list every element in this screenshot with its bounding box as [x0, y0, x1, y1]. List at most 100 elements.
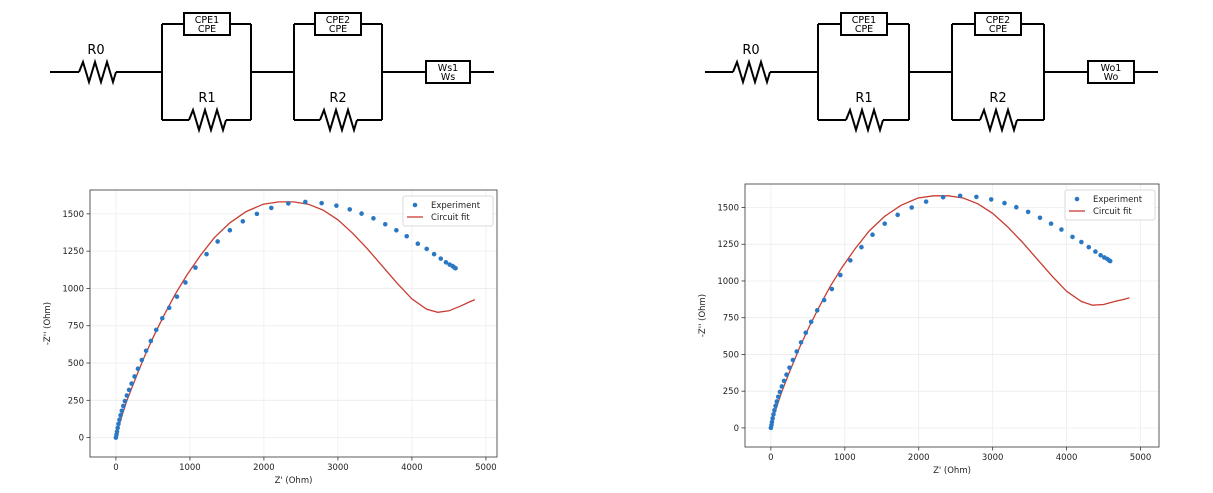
experiment-point — [240, 219, 246, 224]
experiment-point — [438, 256, 444, 261]
r2-label: R2 — [329, 91, 346, 106]
experiment-point — [870, 232, 875, 237]
experiment-point — [821, 297, 827, 303]
experiment-point — [909, 205, 915, 210]
experiment-point — [895, 212, 900, 218]
legend-fit-label: Circuit fit — [1093, 207, 1132, 217]
experiment-point — [794, 349, 800, 354]
experiment-point — [286, 201, 291, 206]
experiment-point — [404, 233, 410, 239]
experiment-point — [382, 222, 388, 227]
legend-experiment-marker — [1074, 196, 1080, 202]
experiment-point — [347, 207, 353, 212]
r0-label: R0 — [742, 43, 759, 58]
experiment-point — [453, 266, 458, 271]
experiment-point — [371, 216, 376, 221]
experiment-point — [122, 398, 128, 404]
x-tick-label: 3000 — [327, 463, 349, 473]
experiment-point — [1025, 209, 1031, 215]
experiment-point — [117, 417, 122, 423]
experiment-point — [114, 429, 120, 434]
cpe2-type: CPE — [329, 24, 347, 35]
experiment-point — [121, 403, 126, 409]
experiment-point — [227, 227, 233, 233]
circuit-fit-line — [770, 195, 1130, 429]
experiment-point — [859, 244, 864, 250]
experiment-point — [814, 308, 820, 313]
r0-resistor — [732, 58, 771, 86]
legend-experiment-label: Experiment — [1093, 195, 1143, 205]
experiment-point — [775, 394, 781, 400]
cpe2-type: CPE — [989, 24, 1007, 35]
chart-0: 0 1000 2000 3000 4000 5000 0 250 500 750 1000 1250 1… — [43, 189, 498, 486]
experiment-point — [1086, 244, 1092, 250]
y-tick-label: 250 — [723, 387, 739, 397]
y-tick-label: 1250 — [717, 240, 739, 250]
legend-experiment-marker — [412, 202, 418, 208]
r1-label: R1 — [198, 91, 215, 106]
x-tick-label: 4000 — [1056, 453, 1078, 463]
experiment-point — [808, 319, 814, 325]
experiment-point — [784, 372, 789, 378]
plot-frame — [744, 183, 1160, 448]
y-tick-label: 250 — [68, 396, 84, 406]
experiment-point — [1059, 227, 1064, 232]
y-tick-label: 0 — [79, 434, 84, 444]
x-tick-label: 2000 — [908, 453, 930, 463]
x-axis-label: Z' (Ohm) — [933, 466, 971, 476]
experiment-point — [443, 260, 449, 265]
experiment-point — [119, 408, 125, 414]
experiment-point — [772, 407, 777, 413]
r0-label: R0 — [87, 43, 104, 58]
experiment-point — [116, 421, 121, 427]
y-tick-label: 1250 — [62, 247, 84, 257]
y-tick-label: 750 — [723, 314, 739, 324]
y-tick-label: 1000 — [717, 277, 739, 287]
experiment-point — [838, 272, 843, 278]
r2-resistor — [319, 106, 358, 134]
experiment-point — [803, 330, 809, 335]
cpe2-name: CPE2 — [326, 15, 350, 26]
experiment-point — [118, 412, 123, 418]
cpe1-type: CPE — [855, 24, 873, 35]
experiment-point — [957, 193, 963, 199]
plot-area — [113, 199, 476, 440]
experiment-point — [1107, 258, 1113, 264]
experiment-point — [923, 199, 929, 204]
y-tick-label: 750 — [68, 322, 84, 332]
experiment-point — [1070, 234, 1075, 240]
experiment-point — [790, 357, 796, 363]
chart-1: 0 1000 2000 3000 4000 5000 0 250 500 750 1000 1250 1… — [698, 183, 1160, 476]
experiment-point — [153, 327, 159, 333]
experiment-point — [115, 425, 120, 431]
experiment-point — [269, 205, 274, 211]
warburg-name: Ws1 — [438, 63, 458, 74]
experiment-point — [829, 286, 835, 292]
y-axis-label: -Z'' (Ohm) — [43, 302, 53, 345]
r2-resistor — [979, 106, 1018, 134]
cpe1-name: CPE1 — [852, 15, 876, 26]
experiment-point — [415, 241, 421, 246]
experiment-point — [882, 221, 888, 226]
experiment-point — [139, 357, 145, 363]
y-tick-label: 1500 — [717, 204, 739, 214]
legend-experiment-label: Experiment — [431, 201, 481, 211]
circuit-diagram-left: R0 CPE1 CPE R1 CPE2 CPE R2 Ws1 Ws — [50, 12, 494, 134]
experiment-point — [1093, 249, 1098, 254]
experiment-point — [798, 340, 804, 345]
experiment-point — [193, 265, 198, 270]
experiment-point — [215, 239, 220, 244]
circuit-fit-line — [115, 201, 476, 438]
experiment-point — [771, 412, 776, 417]
experiment-point — [132, 374, 137, 379]
x-tick-label: 1000 — [179, 463, 201, 473]
experiment-point — [1014, 204, 1019, 210]
experiment-point — [126, 387, 132, 393]
experiment-point — [769, 419, 775, 425]
y-tick-label: 1000 — [62, 284, 84, 294]
experiment-point — [303, 199, 308, 205]
experiment-point — [174, 294, 180, 299]
experiment-point — [431, 251, 437, 257]
x-tick-label: 5000 — [1130, 453, 1152, 463]
